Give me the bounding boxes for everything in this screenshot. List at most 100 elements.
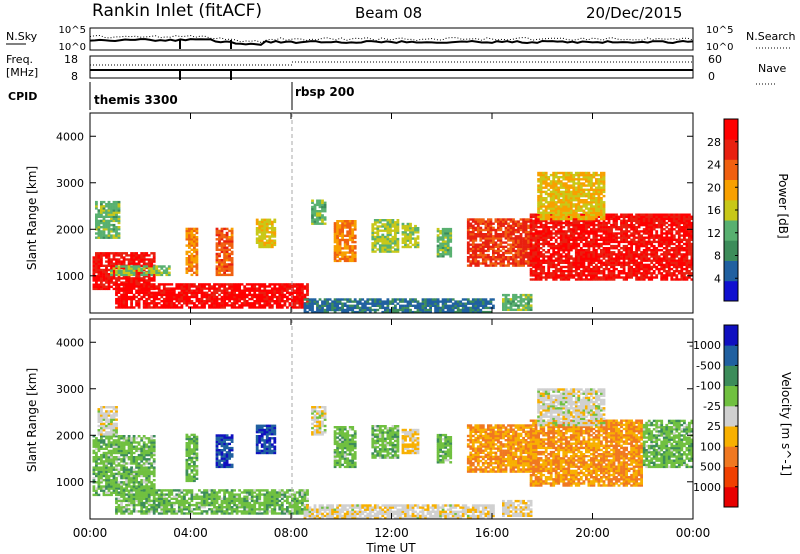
data-cell bbox=[690, 265, 694, 269]
data-cell bbox=[607, 219, 611, 223]
data-cell bbox=[122, 252, 126, 255]
data-cell bbox=[323, 205, 327, 209]
data-cell bbox=[376, 225, 380, 228]
data-cell bbox=[190, 289, 194, 292]
data-cell bbox=[102, 228, 106, 231]
data-cell bbox=[595, 230, 598, 233]
data-cell bbox=[605, 253, 608, 256]
data-cell bbox=[142, 275, 146, 278]
data-cell bbox=[637, 244, 641, 248]
data-cell bbox=[286, 287, 289, 290]
data-cell bbox=[539, 261, 543, 264]
data-cell bbox=[494, 230, 498, 234]
data-cell bbox=[579, 234, 583, 237]
data-cell bbox=[162, 271, 166, 274]
data-cell bbox=[228, 291, 231, 294]
data-cell bbox=[569, 178, 573, 181]
data-cell bbox=[208, 289, 211, 292]
data-cell bbox=[170, 302, 174, 305]
data-cell bbox=[577, 213, 581, 217]
data-cell bbox=[647, 265, 651, 269]
data-cell bbox=[183, 295, 186, 299]
data-cell bbox=[587, 230, 591, 233]
data-cell bbox=[524, 228, 528, 232]
data-cell bbox=[215, 233, 219, 237]
data-cell bbox=[582, 184, 586, 187]
data-cell bbox=[579, 219, 583, 223]
data-cell bbox=[441, 248, 445, 252]
data-cell bbox=[559, 203, 563, 206]
data-cell bbox=[487, 230, 490, 234]
data-cell bbox=[260, 231, 264, 234]
data-cell bbox=[637, 263, 641, 267]
data-cell bbox=[157, 306, 161, 309]
data-cell bbox=[250, 304, 254, 307]
data-cell bbox=[260, 224, 264, 228]
data-cell bbox=[200, 289, 204, 292]
data-cell bbox=[607, 263, 611, 267]
data-cell bbox=[263, 306, 267, 309]
data-cell bbox=[680, 261, 684, 264]
data-cell bbox=[376, 233, 380, 237]
data-cell bbox=[554, 217, 558, 221]
data-cell bbox=[238, 304, 241, 307]
data-cell bbox=[110, 281, 113, 284]
data-cell bbox=[170, 289, 174, 292]
data-cell bbox=[105, 221, 108, 225]
data-cell bbox=[590, 205, 593, 208]
data-cell bbox=[185, 257, 189, 260]
data-cell bbox=[532, 265, 535, 269]
data-cell bbox=[499, 245, 503, 248]
data-cell bbox=[215, 295, 219, 299]
data-cell bbox=[135, 254, 138, 257]
data-cell bbox=[627, 217, 631, 221]
data-cell bbox=[544, 278, 548, 281]
data-cell bbox=[630, 276, 633, 279]
data-cell bbox=[228, 259, 231, 262]
data-cell bbox=[122, 271, 126, 274]
data-cell bbox=[291, 285, 294, 288]
data-cell bbox=[391, 250, 395, 253]
data-cell bbox=[587, 221, 591, 225]
data-cell bbox=[625, 253, 628, 256]
data-cell bbox=[539, 194, 543, 198]
data-cell bbox=[577, 190, 581, 194]
data-cell bbox=[321, 214, 324, 217]
data-cell bbox=[165, 289, 169, 292]
data-cell bbox=[190, 283, 194, 286]
data-cell bbox=[655, 276, 659, 279]
data-cell bbox=[95, 285, 98, 288]
data-cell bbox=[557, 263, 561, 267]
data-cell bbox=[552, 259, 556, 262]
data-cell bbox=[683, 249, 686, 252]
data-cell bbox=[627, 249, 631, 252]
data-cell bbox=[474, 239, 478, 242]
data-cell bbox=[135, 256, 138, 259]
data-cell bbox=[381, 250, 385, 253]
data-cell bbox=[235, 302, 239, 305]
data-cell bbox=[539, 213, 543, 217]
data-cell bbox=[585, 171, 588, 175]
data-cell bbox=[170, 291, 174, 294]
data-cell bbox=[552, 263, 556, 267]
data-cell bbox=[574, 247, 578, 250]
data-cell bbox=[195, 295, 199, 299]
data-cell bbox=[542, 267, 546, 271]
data-cell bbox=[152, 297, 156, 301]
data-cell bbox=[193, 302, 196, 305]
data-cell bbox=[115, 260, 118, 263]
data-cell bbox=[263, 300, 267, 303]
data-cell bbox=[343, 255, 347, 258]
data-cell bbox=[502, 293, 505, 297]
data-cell bbox=[137, 300, 141, 303]
data-cell bbox=[542, 219, 546, 223]
data-cell bbox=[625, 249, 628, 252]
data-cell bbox=[567, 217, 571, 221]
data-cell bbox=[260, 222, 264, 226]
data-cell bbox=[283, 302, 287, 305]
data-cell bbox=[549, 244, 553, 248]
data-cell bbox=[542, 178, 546, 181]
data-cell bbox=[579, 199, 583, 202]
data-cell bbox=[582, 272, 586, 275]
data-cell bbox=[630, 219, 633, 223]
